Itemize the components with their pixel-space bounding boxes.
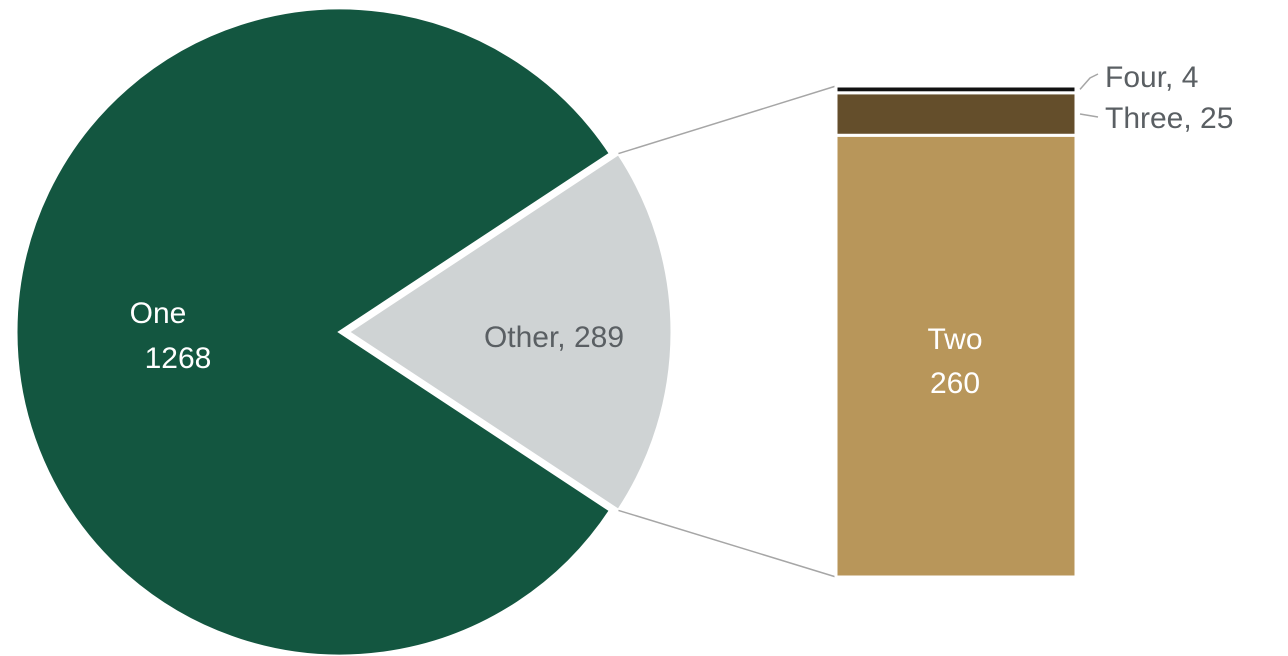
connector-lines	[618, 85, 837, 578]
bar-segment-four	[834, 84, 1078, 95]
leader-line-three	[1079, 113, 1099, 118]
leader-lines	[1079, 73, 1099, 118]
slice-label-other: Other, 289	[484, 321, 624, 354]
bar-label-four: Four, 4	[1105, 61, 1198, 94]
bar-segment-three	[834, 91, 1078, 137]
slice-label-one-name: One	[130, 297, 187, 330]
connector-line-bottom	[618, 509, 837, 578]
pie-slice-other	[345, 151, 674, 513]
bar-label-two-name: Two	[927, 323, 982, 356]
bar-segment-two	[834, 133, 1078, 579]
leader-line-four	[1079, 73, 1099, 90]
slice-label-one-value: 1268	[145, 342, 212, 375]
bar-label-three: Three, 25	[1105, 102, 1233, 135]
pie-slice-one	[14, 6, 613, 656]
stacked-bar	[834, 84, 1078, 579]
pie	[14, 6, 674, 656]
bar-label-two-value: 260	[930, 367, 980, 400]
connector-line-top	[618, 85, 837, 155]
